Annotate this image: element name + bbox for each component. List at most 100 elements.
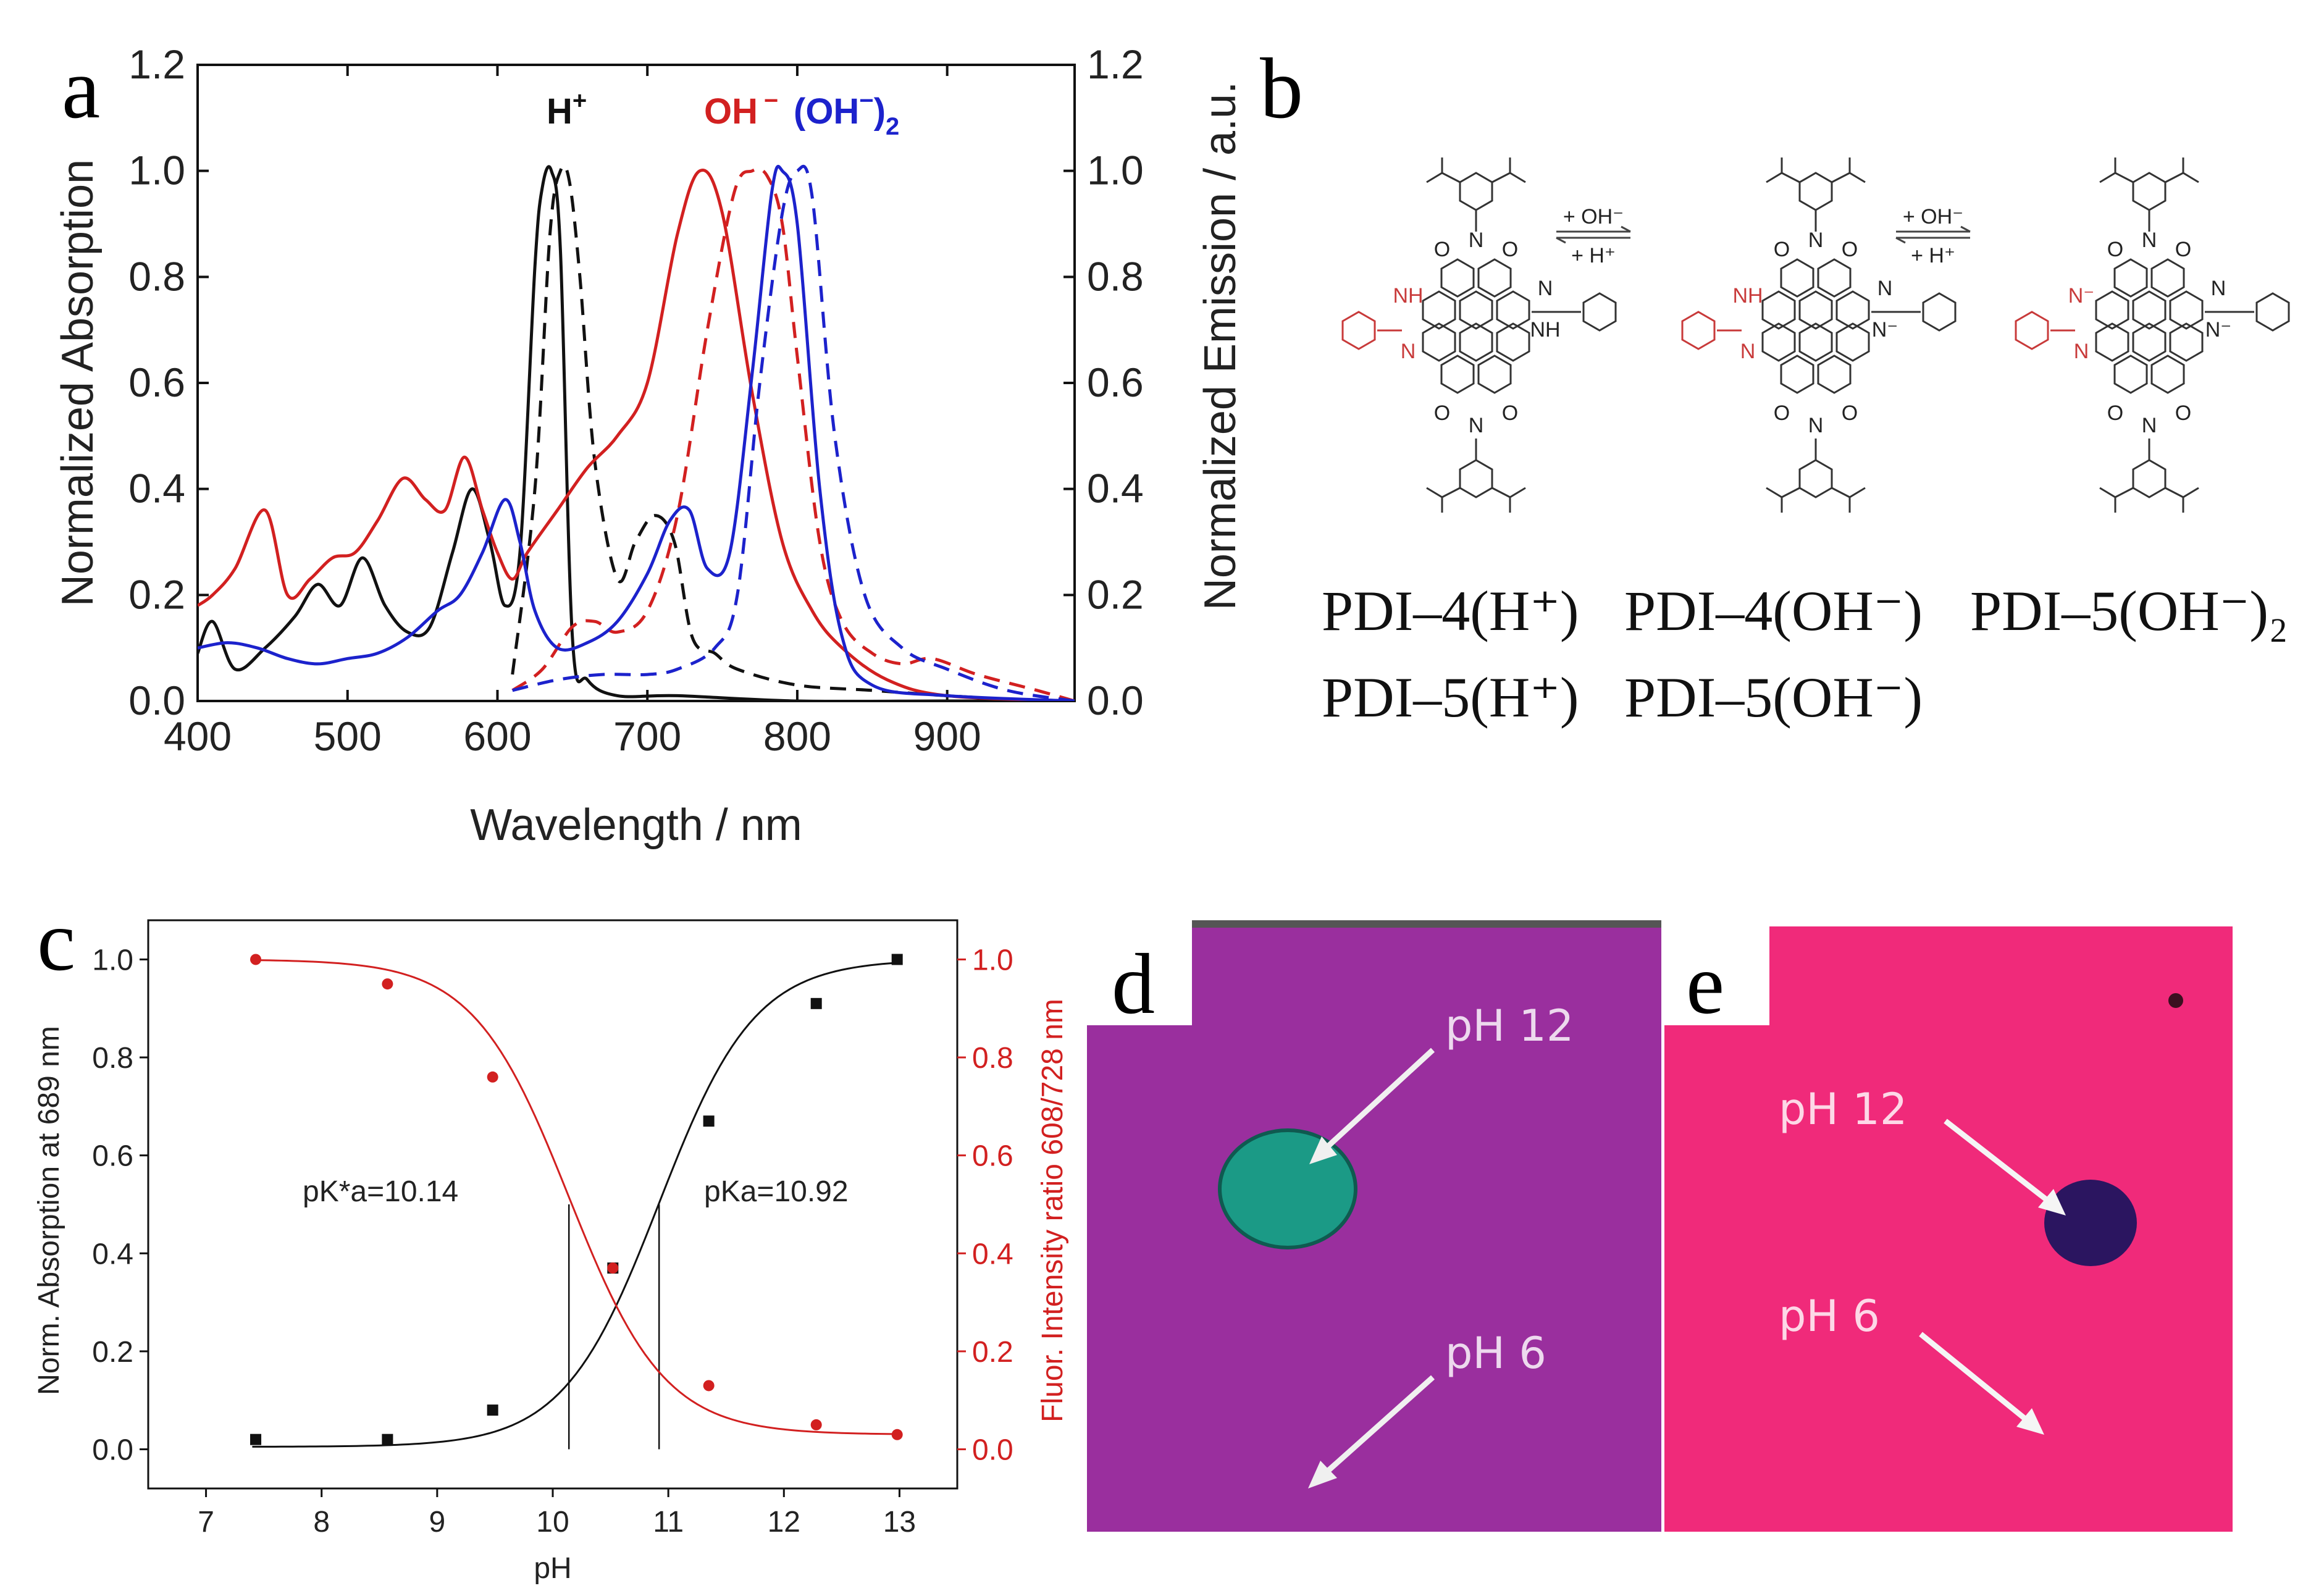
c-xtick-label: 9 — [429, 1506, 446, 1539]
svg-text:O: O — [1434, 238, 1450, 261]
panel-b-letter: b — [1260, 41, 1303, 136]
svg-text:N: N — [2142, 229, 2157, 252]
panel-c-points — [250, 954, 903, 1445]
svg-text:N: N — [1469, 414, 1484, 437]
c-point-absorption — [382, 1434, 393, 1445]
svg-text:O: O — [1842, 401, 1858, 425]
a-xtick-label: 600 — [463, 713, 531, 759]
a-series-oh-emission — [511, 167, 1075, 701]
c-xtick-label: 12 — [768, 1506, 800, 1539]
c-point-fluorescence — [382, 978, 393, 990]
a-ytick-label: 0.4 — [128, 466, 185, 511]
a-xtick-label: 400 — [164, 713, 232, 759]
c-xtick-label: 10 — [536, 1506, 569, 1539]
a-xtick-label: 700 — [613, 713, 681, 759]
photo-d-label-ph6: pH 6 — [1445, 1328, 1546, 1379]
a-xtick-label: 800 — [763, 713, 831, 759]
svg-text:N: N — [1808, 414, 1824, 437]
c-fit-red — [252, 959, 900, 1435]
svg-text:O: O — [1434, 401, 1450, 425]
svg-text:(OH−)2: (OH−)2 — [794, 87, 899, 140]
a-xtick-label: 900 — [913, 713, 981, 759]
a-ytick-label: 0.8 — [128, 253, 185, 299]
a-ytick-label-right: 0.2 — [1087, 571, 1144, 617]
svg-text:N: N — [1401, 340, 1416, 363]
svg-text:NH: NH — [1393, 284, 1423, 308]
a-ytick-label-right: 0.6 — [1087, 359, 1144, 405]
c-ytick-label: 0.0 — [92, 1434, 133, 1467]
a-ytick-label: 1.2 — [128, 41, 185, 87]
a-ytick-label-right: 0.4 — [1087, 466, 1144, 511]
panel-a-x-label: Wavelength / nm — [470, 800, 802, 850]
panel-c-fits — [252, 959, 900, 1450]
a-ytick-label-right: 1.0 — [1087, 148, 1144, 193]
svg-text:O: O — [1502, 238, 1518, 261]
photo-d-label-ph12: pH 12 — [1445, 1001, 1574, 1051]
svg-text:O: O — [2107, 401, 2123, 425]
svg-text:N: N — [1469, 229, 1484, 252]
panel-c-x-ticks: 7 8 9 10 11 12 13 — [198, 1488, 916, 1539]
panel-a-x-ticks: 400 500 600 700 800 900 — [164, 65, 981, 759]
panel-e-photo: e pH 12 pH 6 — [1664, 926, 2233, 1532]
panel-c-y-label: Norm. Absorption at 689 nm — [33, 1026, 65, 1395]
c-point-absorption — [703, 1115, 715, 1127]
molecule-pdi-oh-minus-2: NO ONN⁻N⁻NNO O — [2015, 157, 2290, 513]
svg-text:O: O — [1774, 238, 1790, 261]
c-point-fluorescence — [250, 954, 262, 965]
svg-text:H+: H+ — [547, 87, 587, 132]
label-pdi5-h: PDI–5(H⁺) — [1322, 666, 1579, 729]
a-ytick-label: 0.2 — [128, 571, 185, 617]
c-ytick-label: 0.4 — [92, 1238, 133, 1270]
a-series-h-absorption — [198, 165, 1075, 701]
svg-text:O: O — [1502, 401, 1518, 425]
photo-e-corner — [1664, 926, 1769, 1025]
c-point-absorption — [487, 1404, 498, 1416]
c-ytick-label-right: 1.0 — [972, 944, 1013, 976]
svg-text:N: N — [1538, 277, 1553, 300]
photo-d-top-edge — [1192, 920, 1661, 928]
c-point-fluorescence — [703, 1380, 715, 1392]
photo-e-label-ph12: pH 12 — [1779, 1084, 1907, 1135]
svg-text:O: O — [2175, 238, 2191, 261]
photo-d-arrow-ph6 — [1308, 1375, 1435, 1488]
a-series--oh-2-absorption — [198, 165, 1075, 701]
svg-text:N⁻: N⁻ — [2205, 318, 2232, 342]
a-series--oh-2-emission — [512, 164, 1075, 701]
c-point-fluorescence — [891, 1429, 903, 1440]
svg-text:O: O — [1842, 238, 1858, 261]
a-ytick-label-right: 1.2 — [1087, 41, 1144, 87]
svg-text:O: O — [1774, 401, 1790, 425]
panel-a-series — [198, 164, 1075, 701]
photo-e-arrow-ph6 — [1919, 1332, 2044, 1435]
c-point-fluorescence — [487, 1071, 498, 1083]
svg-text:N: N — [2211, 277, 2226, 300]
legend-oh-minus-2: (OH−)2 — [794, 87, 899, 140]
panel-c-y-label-right: Fluor. Intensity ratio 608/728 nm — [1036, 999, 1069, 1422]
c-ytick-label-right: 0.6 — [972, 1140, 1013, 1173]
svg-text:+ OH⁻: + OH⁻ — [1563, 205, 1624, 229]
svg-text:N: N — [1877, 277, 1893, 300]
svg-text:NH: NH — [1732, 284, 1763, 308]
svg-text:NH: NH — [1530, 318, 1560, 342]
legend-h-plus: H+ — [547, 87, 587, 132]
a-ytick-label: 0.0 — [128, 678, 185, 723]
panel-c-y-ticks: 0.0 0.0 0.2 0.2 0.4 0.4 0.6 0.6 0.8 0.8 1.0 1.0 — [92, 944, 1013, 1466]
svg-text:N: N — [1740, 340, 1756, 363]
label-pdi5-oh2: PDI–5(OH⁻)₂ — [1970, 579, 2288, 642]
legend-oh-minus: OH − — [704, 87, 778, 132]
annotation-pka-star: pK*a=10.14 — [303, 1175, 458, 1208]
equilibrium-arrow-2: + OH⁻ + H⁺ — [1895, 205, 1971, 267]
a-ytick-label-right: 0.0 — [1087, 678, 1144, 723]
c-xtick-label: 13 — [883, 1506, 916, 1539]
panel-c-chart: c 7 8 9 10 11 12 13 0.0 0.00.2 0.20.4 0.40.6 0.60.… — [33, 893, 1069, 1585]
panel-c-x-label: pH — [534, 1552, 571, 1585]
panel-a-y-label: Normalized Absorption — [53, 159, 103, 607]
panel-a-y-label-right: Normalized Emission / a.u. — [1196, 82, 1245, 610]
svg-text:N: N — [1808, 229, 1824, 252]
photo-d-corner — [1087, 926, 1192, 1025]
a-series-oh-absorption — [198, 169, 1075, 701]
c-ytick-label-right: 0.4 — [972, 1238, 1013, 1270]
equilibrium-arrow-1: + OH⁻ + H⁺ — [1556, 205, 1631, 267]
